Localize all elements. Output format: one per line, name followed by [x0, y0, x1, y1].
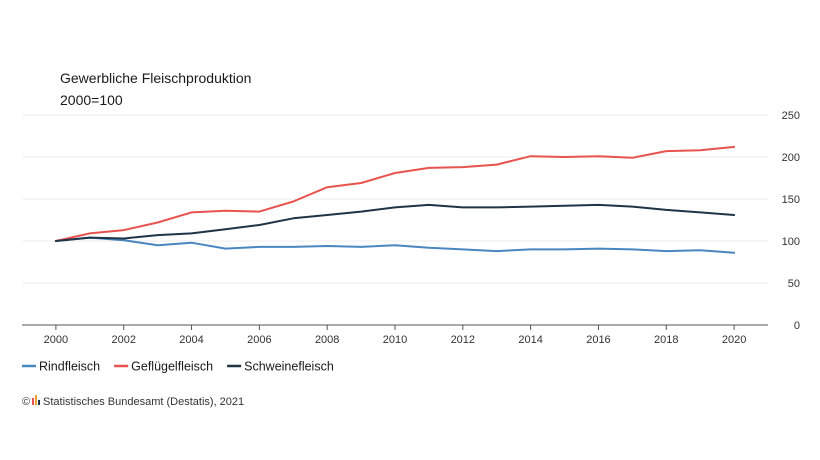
x-tick-label: 2002 [111, 334, 135, 346]
legend: Rindfleisch Geflügelfleisch Schweinefleisc… [22, 360, 334, 374]
series-line-schweinefleisch [54, 203, 736, 242]
copyright-symbol: © [22, 396, 30, 408]
x-tick-label: 2020 [722, 334, 746, 346]
x-tick-label: 2012 [451, 334, 475, 346]
x-tick-label: 2010 [383, 334, 407, 346]
y-tick-label: 50 [788, 278, 800, 290]
y-tick-label: 150 [782, 194, 800, 206]
x-tick-label: 2016 [586, 334, 610, 346]
y-axis: 0 50 100 150 200 250 [782, 110, 800, 332]
source-note: © Statistisches Bundesamt (Destatis), 20… [22, 395, 244, 408]
x-tick-label: 2018 [654, 334, 678, 346]
x-tick-label: 2000 [44, 334, 68, 346]
x-tick-label: 2014 [518, 334, 542, 346]
legend-label-geflügelfleisch: Geflügelfleisch [131, 360, 213, 374]
chart-subtitle: 2000=100 [60, 92, 123, 108]
x-tick-label: 2006 [247, 334, 271, 346]
destatis-logo-icon [32, 395, 40, 405]
series-line-geflügelfleisch [54, 145, 736, 242]
x-axis: 2000 2002 2004 2006 2008 2010 2012 2014 2016 2018… [22, 324, 768, 346]
legend-label-schweinefleisch: Schweinefleisch [244, 360, 334, 374]
series-lines [54, 145, 736, 254]
x-tick-label: 2008 [315, 334, 339, 346]
source-text: Statistisches Bundesamt (Destatis), 2021 [43, 396, 244, 408]
y-tick-label: 0 [794, 320, 800, 332]
series-line-rindfleisch [54, 236, 736, 254]
x-tick-label: 2004 [179, 334, 203, 346]
y-tick-label: 100 [782, 236, 800, 248]
legend-label-rindfleisch: Rindfleisch [39, 360, 100, 374]
chart-title: Gewerbliche Fleischproduktion [60, 70, 251, 86]
y-tick-label: 200 [782, 152, 800, 164]
y-tick-label: 250 [782, 110, 800, 122]
gridlines [22, 114, 768, 284]
